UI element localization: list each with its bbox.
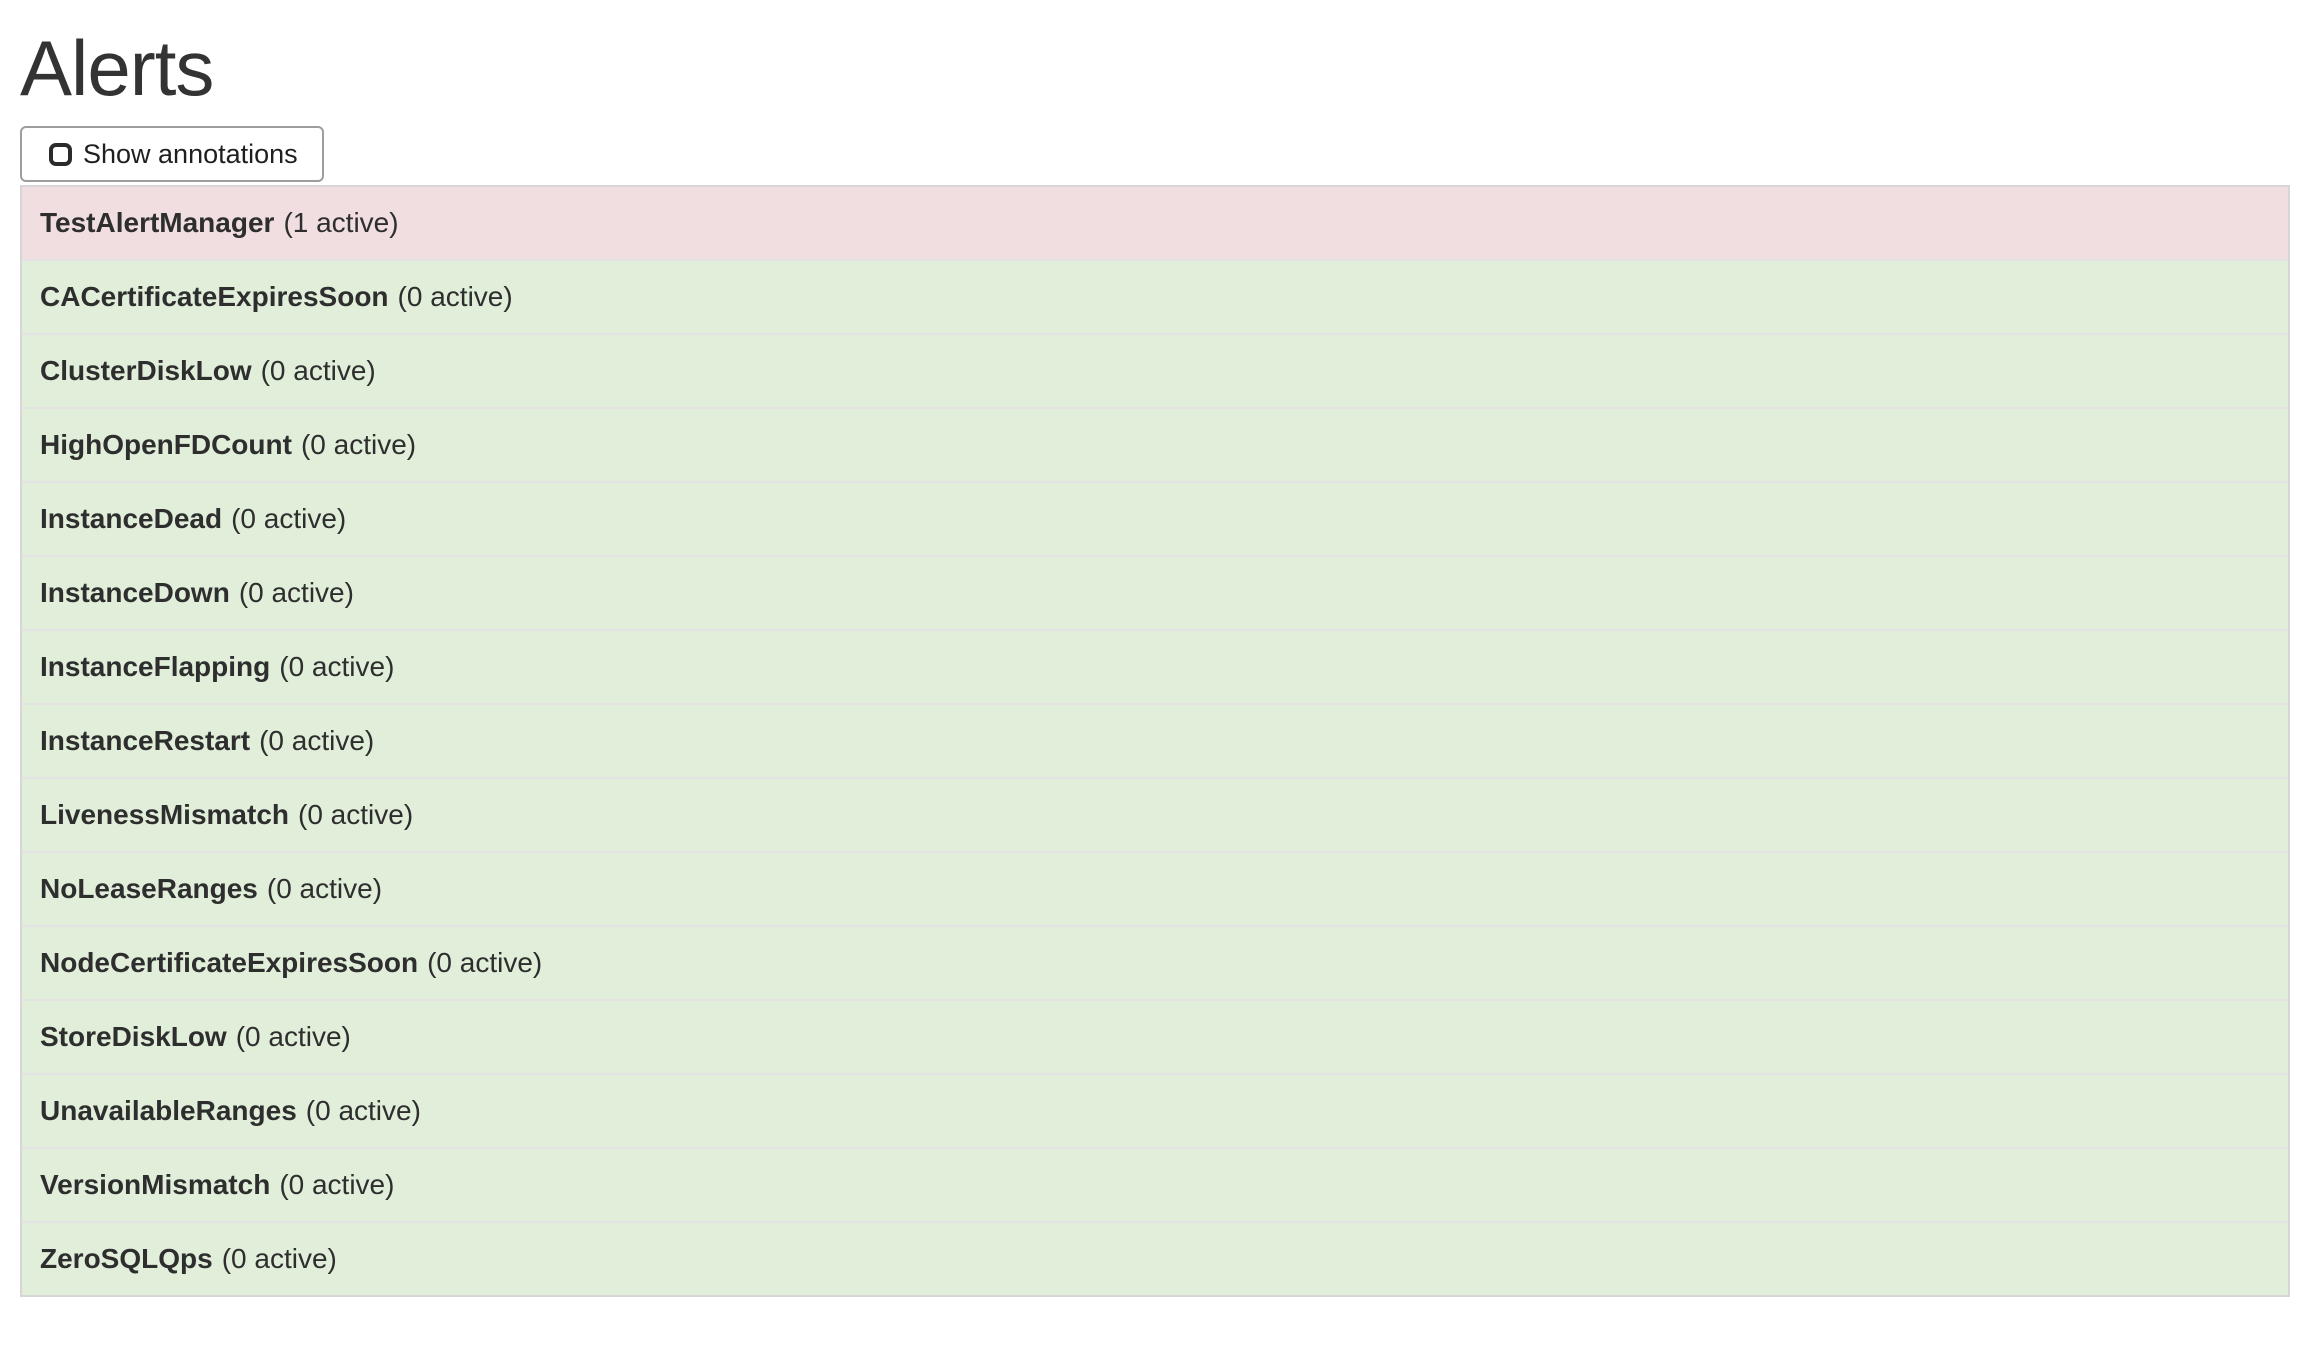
alert-row[interactable]: ZeroSQLQps (0 active)	[22, 1223, 2288, 1295]
alert-row[interactable]: InstanceFlapping (0 active)	[22, 631, 2288, 705]
alert-row[interactable]: InstanceDown (0 active)	[22, 557, 2288, 631]
alert-name: TestAlertManager	[40, 207, 275, 238]
alert-name: LivenessMismatch	[40, 799, 289, 830]
alert-count: (0 active)	[235, 1021, 351, 1052]
alert-row[interactable]: TestAlertManager (1 active)	[22, 187, 2288, 261]
alert-count: (0 active)	[397, 281, 513, 312]
alert-name: UnavailableRanges	[40, 1095, 297, 1126]
alerts-page: Alerts Show annotations TestAlertManager…	[0, 27, 2312, 1297]
alert-row[interactable]: VersionMismatch (0 active)	[22, 1149, 2288, 1223]
alert-name: StoreDiskLow	[40, 1021, 227, 1052]
alert-name: InstanceDown	[40, 577, 230, 608]
alert-count: (0 active)	[305, 1095, 421, 1126]
alert-name: CACertificateExpiresSoon	[40, 281, 389, 312]
alert-name: HighOpenFDCount	[40, 429, 292, 460]
alert-count: (0 active)	[266, 873, 383, 904]
alert-row[interactable]: NoLeaseRanges (0 active)	[22, 853, 2288, 927]
alert-name: VersionMismatch	[40, 1169, 271, 1200]
page-title: Alerts	[20, 24, 214, 112]
alert-name: ClusterDiskLow	[40, 355, 252, 386]
alerts-table: TestAlertManager (1 active) CACertificat…	[20, 185, 2290, 1297]
show-annotations-label: Show annotations	[83, 138, 298, 169]
alert-name: NoLeaseRanges	[40, 873, 258, 904]
alert-count: (0 active)	[238, 577, 354, 608]
alert-row[interactable]: InstanceDead (0 active)	[22, 483, 2288, 557]
alert-count: (0 active)	[298, 799, 414, 830]
alert-count: (0 active)	[427, 947, 543, 978]
alert-name: ZeroSQLQps	[40, 1243, 213, 1274]
alert-name: InstanceDead	[40, 503, 223, 534]
alert-row[interactable]: HighOpenFDCount (0 active)	[22, 409, 2288, 483]
alert-count: (1 active)	[283, 207, 399, 238]
alert-row[interactable]: CACertificateExpiresSoon (0 active)	[22, 261, 2288, 335]
alert-count: (0 active)	[221, 1243, 337, 1274]
alert-row[interactable]: LivenessMismatch (0 active)	[22, 779, 2288, 853]
alert-row[interactable]: ClusterDiskLow (0 active)	[22, 335, 2288, 409]
alert-row[interactable]: StoreDiskLow (0 active)	[22, 1001, 2288, 1075]
alert-count: (0 active)	[300, 429, 417, 460]
alert-row[interactable]: UnavailableRanges (0 active)	[22, 1075, 2288, 1149]
alert-name: InstanceRestart	[40, 725, 251, 756]
alert-row[interactable]: NodeCertificateExpiresSoon (0 active)	[22, 927, 2288, 1001]
alert-count: (0 active)	[231, 503, 347, 534]
alert-name: InstanceFlapping	[40, 651, 271, 682]
checkbox-unchecked-icon[interactable]	[49, 142, 72, 166]
alert-name: NodeCertificateExpiresSoon	[40, 947, 419, 978]
show-annotations-button[interactable]: Show annotations	[20, 126, 324, 182]
alert-count: (0 active)	[279, 1169, 395, 1200]
alert-row[interactable]: InstanceRestart (0 active)	[22, 705, 2288, 779]
alert-count: (0 active)	[279, 651, 395, 682]
alert-count: (0 active)	[260, 355, 376, 386]
alert-count: (0 active)	[259, 725, 375, 756]
